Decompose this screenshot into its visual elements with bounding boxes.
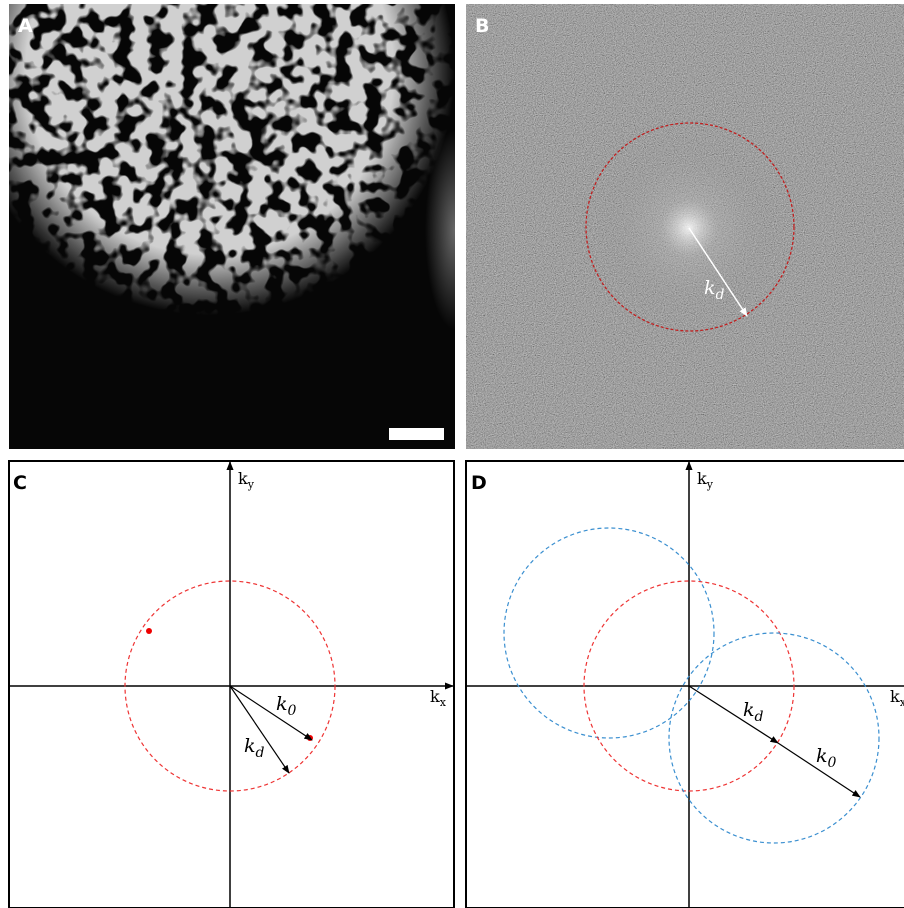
panel-frame [9,461,454,908]
panel-label: D [471,472,487,494]
subscript: d [716,287,725,303]
edge-glow [395,130,455,330]
panel-a: A [9,4,455,449]
subscript: x [900,696,904,709]
network-texture [9,4,455,449]
panel-c: k0 kd ky kx C [9,461,454,908]
symbol: k [430,687,440,706]
illumination-point [146,628,152,634]
panel-d: kd k0 ky kx D [466,461,904,908]
panel-label: A [18,15,33,37]
symbol: k [704,277,716,299]
subscript: d [755,709,764,725]
symbol: k [743,699,755,721]
subscript: 0 [288,703,297,719]
symbol: k [244,735,256,757]
figure: A kd B k0 kd ky kx C kd k0 [0,0,904,908]
panel-label: C [13,472,27,494]
symbol: k [890,687,900,706]
symbol: k [697,469,707,488]
panel-frame [466,461,904,908]
symbol: k [276,693,288,715]
subscript: 0 [828,755,837,771]
subscript: y [247,478,255,491]
subscript: y [706,478,714,491]
symbol: k [816,745,828,767]
panel-b: kd B [466,4,904,449]
subscript: x [440,696,447,709]
subscript: d [256,745,265,761]
scale-bar [389,428,444,440]
panel-label: B [475,15,489,37]
symbol: k [238,469,248,488]
